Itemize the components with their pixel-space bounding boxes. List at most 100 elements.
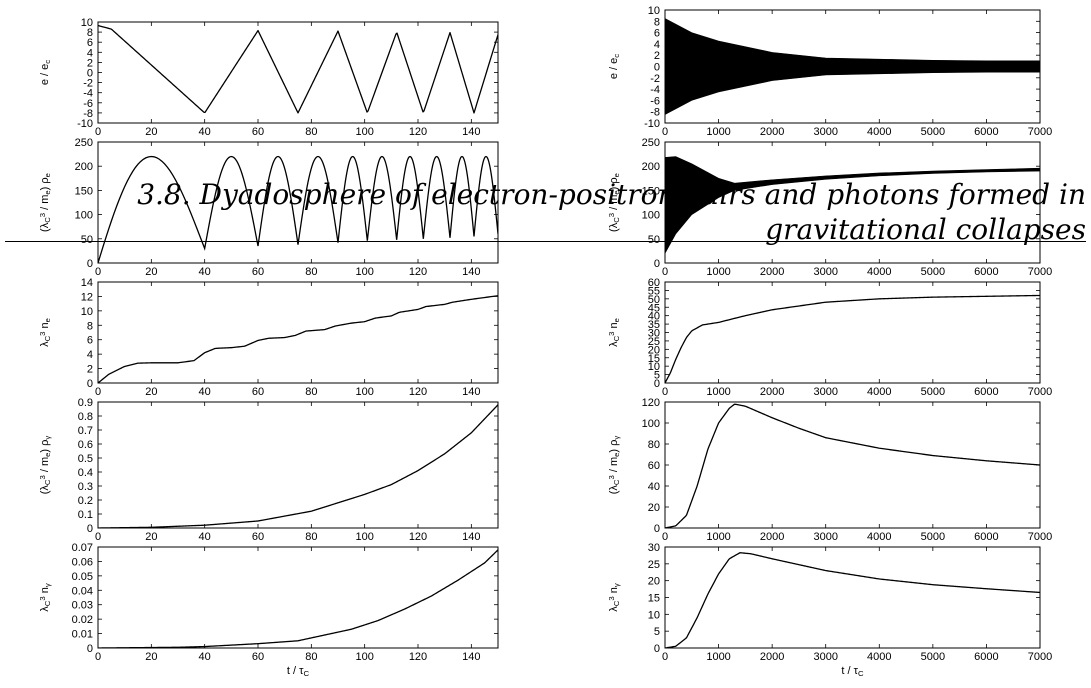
x-tick-label: 100 [355, 531, 373, 543]
series-line [98, 24, 498, 114]
x-tick-label: 4000 [867, 126, 891, 138]
y-tick-label: -8 [650, 107, 660, 119]
x-tick-label: 140 [462, 531, 480, 543]
x-tick-label: 3000 [813, 386, 837, 398]
y-tick-label: 0 [654, 523, 660, 535]
plot-frame [97, 546, 499, 649]
y-axis-label: (λC3 / me) ρe [607, 173, 621, 232]
x-tick-label: 5000 [921, 386, 945, 398]
x-tick-label: 20 [145, 126, 157, 138]
y-tick-label: 0.9 [78, 397, 93, 409]
x-tick-label: 0 [662, 651, 668, 663]
x-tick-label: 2000 [760, 651, 784, 663]
x-tick-label: 40 [199, 126, 211, 138]
chart-panel-6: 0 1000 2000 3000 4000 5000 6000 7000 -10-8-6-4-2… [608, 5, 1052, 138]
y-tick-label: 60 [648, 460, 660, 472]
y-tick-label: 0.01 [72, 629, 93, 641]
y-tick-label: 0.6 [78, 439, 93, 451]
x-tick-label: 0 [662, 266, 668, 278]
y-tick-label: 4 [87, 349, 93, 361]
y-tick-label: 8 [87, 320, 93, 332]
y-tick-label: 250 [642, 137, 660, 149]
y-tick-label: 0 [654, 258, 660, 270]
x-tick-label: 100 [355, 266, 373, 278]
y-tick-label: 40 [648, 311, 660, 323]
x-tick-label: 60 [252, 386, 264, 398]
page-header-line-1: 3.8. Dyadosphere of electron-positron pa… [137, 178, 1086, 211]
y-tick-label: 12 [81, 291, 93, 303]
plot-frame [664, 546, 1041, 649]
y-tick-label: 10 [648, 609, 660, 621]
x-tick-label: 140 [462, 126, 480, 138]
y-tick-label: 15 [648, 353, 660, 365]
y-tick-label: 4 [654, 39, 660, 51]
y-tick-label: -2 [650, 73, 660, 85]
y-tick-label: 25 [648, 336, 660, 348]
y-tick-label: 80 [648, 439, 660, 451]
y-tick-label: 35 [648, 319, 660, 331]
y-tick-label: 15 [648, 593, 660, 605]
x-axis-label: t / τC [287, 665, 310, 678]
y-tick-label: 10 [81, 306, 93, 318]
x-tick-label: 40 [199, 266, 211, 278]
chart-panel-10: 0 1000 2000 3000 4000 5000 6000 7000 0 5 10 15 20 25 3… [607, 542, 1052, 678]
y-tick-label: 200 [642, 161, 660, 173]
chart-panel-8: 0 1000 2000 3000 4000 5000 6000 700005101520253… [607, 277, 1052, 398]
x-tick-label: 100 [355, 651, 373, 663]
x-tick-label: 140 [462, 386, 480, 398]
series-band [665, 156, 1040, 254]
series-line [665, 294, 1040, 383]
y-axis-label: (λC3 / me) ργ [38, 436, 52, 495]
plot-frame [97, 401, 499, 529]
y-tick-label: 5 [654, 370, 660, 382]
chart-panel-5: 0 20 40 60 80 100 120 14000.010.020.030.040.050… [38, 542, 499, 678]
x-tick-label: 2000 [760, 126, 784, 138]
header-rule [5, 241, 1086, 242]
y-tick-label: 120 [642, 397, 660, 409]
x-tick-label: 3000 [813, 266, 837, 278]
y-tick-label: 0 [87, 68, 93, 80]
y-tick-label: 5 [654, 626, 660, 638]
x-tick-label: 4000 [867, 651, 891, 663]
y-tick-label: 0 [654, 378, 660, 390]
x-tick-label: 20 [145, 266, 157, 278]
y-tick-label: 0 [654, 62, 660, 74]
x-tick-label: 60 [252, 266, 264, 278]
chart-panel-7: 0 1000 2000 3000 4000 5000 6000 7000 0 50 100 150 20… [607, 137, 1052, 278]
y-tick-label: 200 [75, 161, 93, 173]
y-tick-label: 0.4 [78, 467, 93, 479]
x-tick-label: 120 [409, 386, 427, 398]
x-tick-label: 0 [662, 386, 668, 398]
y-axis-label: (λC3 / me) ργ [607, 436, 621, 495]
y-tick-label: 25 [648, 559, 660, 571]
y-tick-label: 0.2 [78, 495, 93, 507]
x-tick-label: 20 [145, 386, 157, 398]
x-tick-label: 80 [305, 651, 317, 663]
y-tick-label: 150 [642, 185, 660, 197]
plot-frame [664, 141, 1041, 264]
x-axis-label: t / τC [841, 665, 864, 678]
x-tick-label: 120 [409, 266, 427, 278]
x-tick-label: 6000 [974, 266, 998, 278]
x-tick-label: 0 [95, 531, 101, 543]
x-tick-label: 6000 [974, 651, 998, 663]
x-tick-label: 2000 [760, 386, 784, 398]
y-tick-label: 55 [648, 285, 660, 297]
y-tick-label: 0 [87, 643, 93, 655]
x-tick-label: 100 [355, 126, 373, 138]
x-tick-label: 80 [305, 531, 317, 543]
x-tick-label: 4000 [867, 266, 891, 278]
y-tick-label: 0 [654, 643, 660, 655]
series-line [665, 403, 1040, 528]
x-tick-label: 120 [409, 126, 427, 138]
chart-panel-4: 0 20 40 60 80 100 120 14000.10.20.30.40.50.60.7… [38, 397, 499, 543]
y-tick-label: 100 [75, 210, 93, 222]
x-tick-label: 1000 [706, 386, 730, 398]
y-tick-label: 8 [87, 27, 93, 39]
series-line [98, 155, 498, 263]
y-tick-label: 6 [87, 335, 93, 347]
x-tick-label: 80 [305, 386, 317, 398]
x-tick-label: 5000 [921, 651, 945, 663]
chart-panel-2: 0 20 40 60 80 100 120 140 0 50 100 150 200 250 (λC3 / … [38, 137, 499, 278]
